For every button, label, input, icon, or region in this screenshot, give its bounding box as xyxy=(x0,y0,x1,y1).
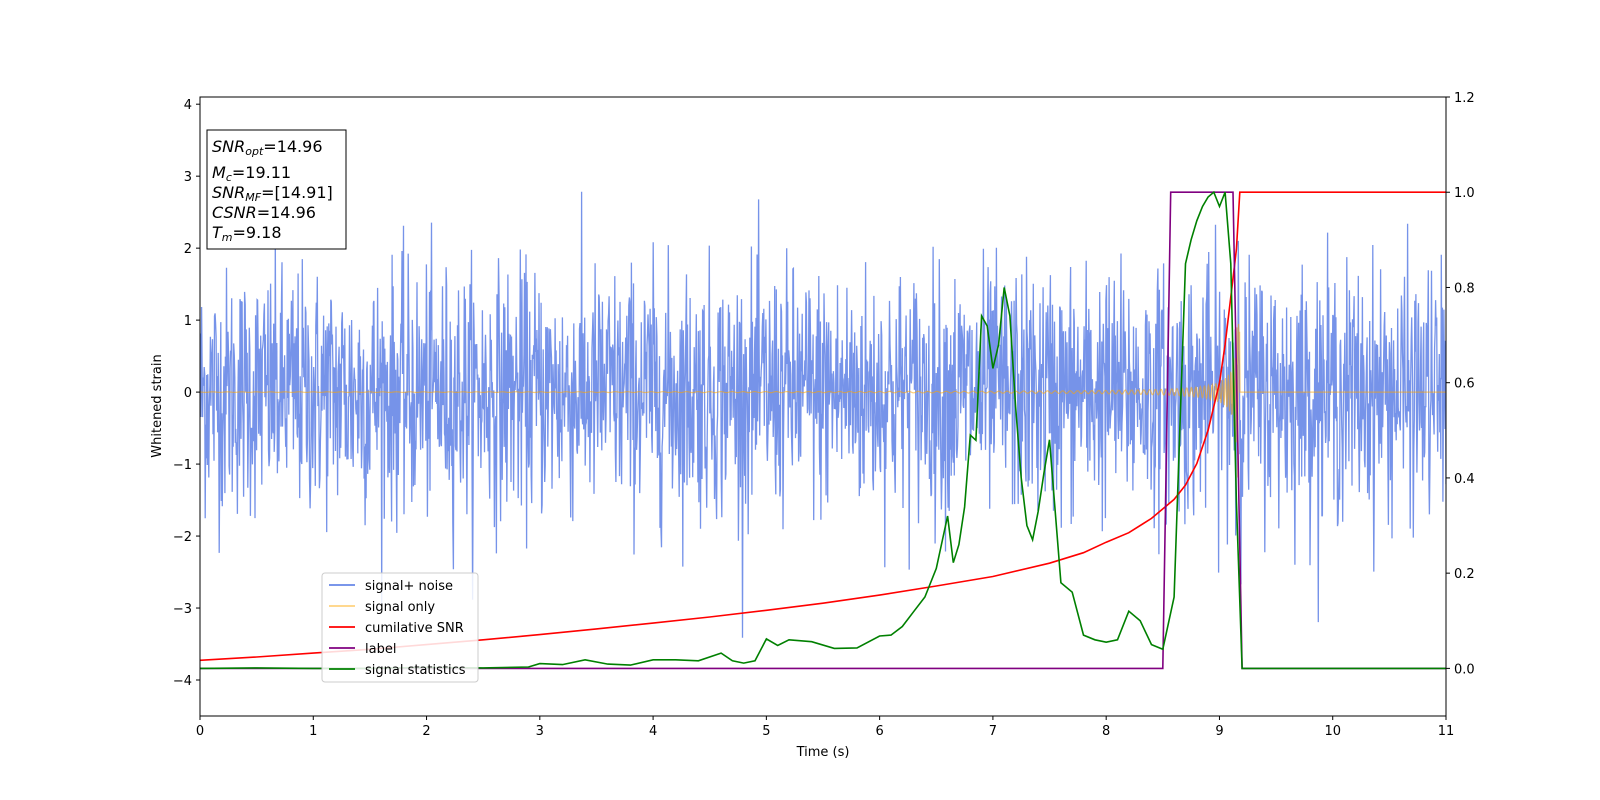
y-left-tick-label: 2 xyxy=(184,242,192,257)
x-tick-label: 8 xyxy=(1102,724,1110,739)
legend-signal-statistics-text: signal statistics xyxy=(365,663,466,678)
x-tick-label: 7 xyxy=(989,724,997,739)
y-right-tick-label: 0.2 xyxy=(1454,567,1475,582)
info-tm: Tm=9.18 xyxy=(212,223,282,244)
info-mc: Mc=19.11 xyxy=(212,163,291,184)
legend-signal-noise: signal+ noise xyxy=(329,579,453,594)
series-signal-noise xyxy=(200,191,1446,638)
info-snr-mf-value: =[14.91] xyxy=(261,183,333,202)
x-tick-label: 4 xyxy=(649,724,657,739)
series-layer xyxy=(200,190,1446,670)
legend-signal-only-text: signal only xyxy=(365,600,435,615)
x-tick-label: 2 xyxy=(422,724,430,739)
info-box: SNRopt=14.96 Mc=19.11 SNRMF=[14.91] CSNR… xyxy=(206,129,347,250)
series-cumulative-snr xyxy=(200,191,1446,662)
legend-label-text: label xyxy=(365,642,396,657)
y-left-tick-label: 4 xyxy=(184,98,192,113)
y-axis-left: −4 −3 −2 −1 0 1 2 3 4 xyxy=(173,98,200,689)
x-tick-label: 6 xyxy=(875,724,883,739)
y-left-tick-label: −4 xyxy=(173,674,192,689)
info-box-frame xyxy=(206,129,347,250)
info-csnr: CSNR=14.96 xyxy=(212,203,316,222)
y-axis-right: 0.0 0.2 0.4 0.6 0.8 1.0 1.2 xyxy=(1446,91,1475,677)
legend-label: label xyxy=(329,642,396,657)
x-axis-label: Time (s) xyxy=(796,745,850,760)
y-axis-label: Whitened strain xyxy=(150,354,165,457)
y-right-tick-label: 1.2 xyxy=(1454,91,1475,106)
plot-frame xyxy=(199,96,1447,717)
x-tick-label: 11 xyxy=(1438,724,1455,739)
series-signal-statistics xyxy=(200,190,1446,670)
legend-signal-noise-text: signal+ noise xyxy=(365,579,453,594)
y-left-tick-label: 3 xyxy=(184,170,192,185)
legend: signal+ noise signal only cumilative SNR la… xyxy=(321,572,479,683)
y-left-tick-label: −2 xyxy=(173,530,192,545)
legend-cumulative-snr-text: cumilative SNR xyxy=(365,621,464,636)
x-tick-label: 1 xyxy=(309,724,317,739)
x-tick-label: 3 xyxy=(536,724,544,739)
info-csnr-value: =14.96 xyxy=(257,203,316,222)
x-tick-label: 9 xyxy=(1215,724,1223,739)
info-mc-value: =19.11 xyxy=(232,163,291,182)
y-right-tick-label: 0.4 xyxy=(1454,472,1475,487)
y-left-tick-label: 0 xyxy=(184,386,192,401)
y-right-tick-label: 0.0 xyxy=(1454,662,1475,677)
x-tick-label: 5 xyxy=(762,724,770,739)
y-left-tick-label: −3 xyxy=(173,602,192,617)
legend-frame xyxy=(321,572,479,683)
y-right-tick-label: 1.0 xyxy=(1454,186,1475,201)
y-left-tick-label: −1 xyxy=(173,458,192,473)
y-right-tick-label: 0.8 xyxy=(1454,281,1475,296)
info-snr-opt-value: =14.96 xyxy=(263,137,322,156)
legend-signal-only: signal only xyxy=(329,600,435,615)
info-snr-opt: SNRopt=14.96 xyxy=(212,137,323,158)
series-signal-only xyxy=(200,323,1446,478)
legend-cumulative-snr: cumilative SNR xyxy=(329,621,464,636)
info-snr-mf: SNRMF=[14.91] xyxy=(212,183,333,204)
x-tick-label: 10 xyxy=(1324,724,1341,739)
info-tm-value: =9.18 xyxy=(233,223,282,242)
x-tick-label: 0 xyxy=(196,724,204,739)
legend-signal-statistics: signal statistics xyxy=(329,663,466,678)
x-axis: 0 1 2 3 4 5 6 7 8 9 10 11 xyxy=(196,716,1454,739)
y-right-tick-label: 0.6 xyxy=(1454,377,1475,392)
y-left-tick-label: 1 xyxy=(184,314,192,329)
